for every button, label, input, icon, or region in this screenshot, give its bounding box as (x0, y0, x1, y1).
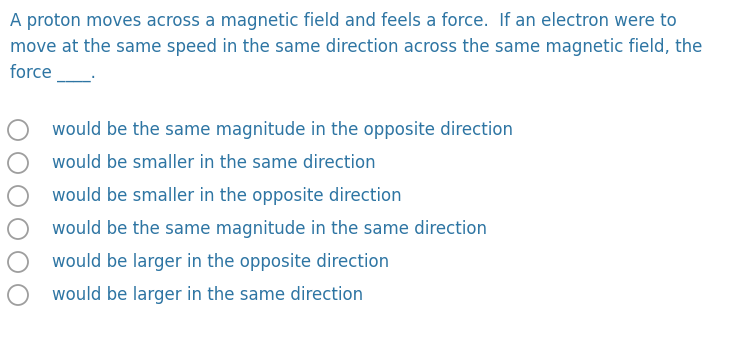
Text: would be smaller in the opposite direction: would be smaller in the opposite directi… (52, 187, 401, 205)
Text: move at the same speed in the same direction across the same magnetic field, the: move at the same speed in the same direc… (10, 38, 702, 56)
Text: A proton moves across a magnetic field and feels a force.  If an electron were t: A proton moves across a magnetic field a… (10, 12, 677, 30)
Text: would be larger in the opposite direction: would be larger in the opposite directio… (52, 253, 389, 271)
Text: force ____.: force ____. (10, 64, 96, 82)
Text: would be larger in the same direction: would be larger in the same direction (52, 286, 363, 304)
Text: would be the same magnitude in the same direction: would be the same magnitude in the same … (52, 220, 487, 238)
Text: would be smaller in the same direction: would be smaller in the same direction (52, 154, 376, 172)
Text: would be the same magnitude in the opposite direction: would be the same magnitude in the oppos… (52, 121, 513, 139)
